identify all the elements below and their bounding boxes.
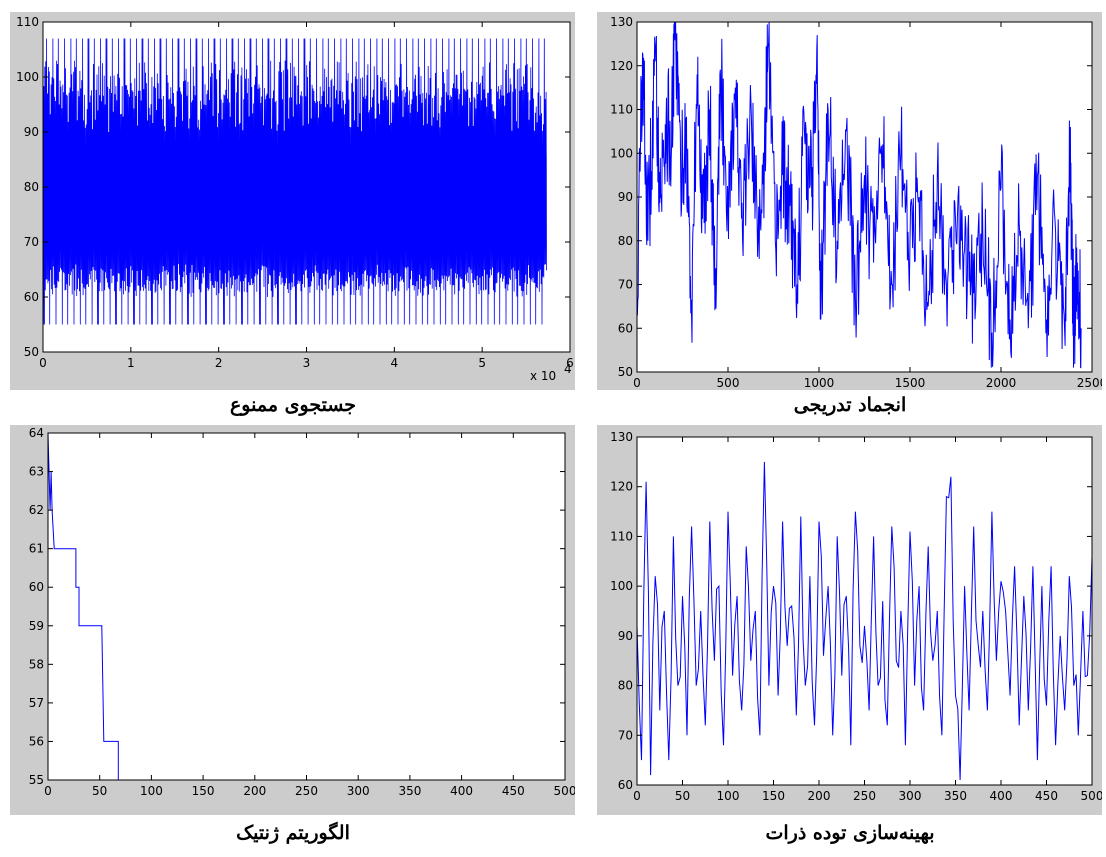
series-line (637, 22, 1082, 369)
y-tick-label: 130 (610, 430, 633, 444)
y-tick-label: 70 (618, 278, 633, 292)
y-tick-label: 57 (29, 696, 44, 710)
x-tick-label: 300 (899, 789, 922, 803)
y-tick-label: 120 (610, 480, 633, 494)
series-group (48, 433, 565, 780)
x-exponent-power: 4 (564, 362, 572, 376)
x-tick-label: 1 (127, 356, 135, 370)
x-tick-label: 450 (1035, 789, 1058, 803)
y-tick-label: 60 (29, 580, 44, 594)
x-tick-label: 1500 (895, 376, 926, 390)
x-tick-label: 150 (192, 784, 215, 798)
y-tick-label: 70 (24, 235, 39, 249)
series-group (637, 461, 1092, 781)
caption-tabu: جستجوی ممنوع (229, 394, 357, 416)
y-tick-label: 80 (618, 234, 633, 248)
y-tick-label: 100 (16, 70, 39, 84)
axes-area (48, 433, 565, 780)
y-tick-label: 60 (618, 321, 633, 335)
x-tick-label: 250 (853, 789, 876, 803)
y-tick-label: 55 (29, 773, 44, 787)
x-tick-label: 5 (478, 356, 486, 370)
x-tick-label: 2000 (986, 376, 1017, 390)
y-tick-label: 62 (29, 503, 44, 517)
y-tick-label: 56 (29, 734, 44, 748)
y-tick-label: 90 (618, 629, 633, 643)
y-tick-label: 90 (618, 190, 633, 204)
y-tick-label: 100 (610, 146, 633, 160)
x-tick-label: 350 (944, 789, 967, 803)
caption-sa: انجماد تدریجی (793, 394, 907, 416)
y-tick-label: 59 (29, 619, 44, 633)
caption-ga: الگوریتم ژنتیک (236, 822, 350, 844)
x-tick-label: 100 (140, 784, 163, 798)
chart-pso: 0 50 100 150 200 250 300 350 400 450 500 60 70 80 90 10… (597, 425, 1102, 815)
series-group (637, 22, 1082, 369)
x-tick-label: 500 (554, 784, 575, 798)
x-tick-label: 0 (633, 789, 641, 803)
y-tick-label: 60 (618, 778, 633, 792)
x-tick-label: 0 (39, 356, 47, 370)
chart-tabu: 0 1 2 3 4 5 6 50 60 70 80 90 100 110 x 10 4 (10, 12, 575, 390)
y-tick-label: 70 (618, 728, 633, 742)
x-tick-label: 150 (762, 789, 785, 803)
x-tick-label: 500 (1081, 789, 1102, 803)
caption-pso: بهینه‌سازی توده ذرات (765, 822, 935, 844)
series-group (43, 38, 547, 325)
y-tick-label: 58 (29, 657, 44, 671)
series-line (637, 461, 1092, 781)
x-tick-label: 500 (717, 376, 740, 390)
x-tick-label: 0 (44, 784, 52, 798)
x-tick-label: 350 (398, 784, 421, 798)
series-line (48, 433, 565, 780)
x-tick-label: 50 (92, 784, 107, 798)
x-tick-label: 200 (243, 784, 266, 798)
y-tick-label: 63 (29, 465, 44, 479)
x-tick-label: 300 (347, 784, 370, 798)
y-tick-label: 110 (610, 529, 633, 543)
x-tick-label: 6 (566, 356, 574, 370)
y-tick-label: 110 (610, 103, 633, 117)
y-tick-label: 120 (610, 59, 633, 73)
chart-pso-svg: 0 50 100 150 200 250 300 350 400 450 500 60 70 80 90 10… (597, 425, 1102, 815)
y-tick-label: 50 (618, 365, 633, 379)
y-tick-label: 130 (610, 15, 633, 29)
x-tick-label: 100 (717, 789, 740, 803)
x-tick-label: 0 (633, 376, 641, 390)
y-tick-label: 61 (29, 542, 44, 556)
x-tick-label: 3 (303, 356, 311, 370)
x-tick-label: 2500 (1077, 376, 1102, 390)
y-tick-label: 50 (24, 345, 39, 359)
x-tick-label: 2 (215, 356, 223, 370)
y-tick-label: 100 (610, 579, 633, 593)
chart-sa: 0 500 1000 1500 2000 2500 50 60 70 80 90 100 110 120 1… (597, 12, 1102, 390)
chart-ga-svg: 0 50 100 150 200 250 300 350 400 450 500 55 56 57 58 59… (10, 425, 575, 815)
x-tick-label: 450 (502, 784, 525, 798)
y-tick-label: 64 (29, 426, 44, 440)
x-exponent-label: x 10 (530, 369, 556, 383)
chart-sa-svg: 0 500 1000 1500 2000 2500 50 60 70 80 90 100 110 120 1… (597, 12, 1102, 390)
y-tick-label: 60 (24, 290, 39, 304)
x-tick-label: 1000 (804, 376, 835, 390)
chart-tabu-svg: 0 1 2 3 4 5 6 50 60 70 80 90 100 110 x 10 4 (10, 12, 575, 390)
x-tick-label: 400 (450, 784, 473, 798)
x-tick-label: 4 (391, 356, 399, 370)
y-tick-label: 90 (24, 125, 39, 139)
x-tick-label: 50 (675, 789, 690, 803)
y-tick-label: 80 (618, 679, 633, 693)
x-tick-label: 400 (990, 789, 1013, 803)
x-tick-label: 200 (808, 789, 831, 803)
chart-ga: 0 50 100 150 200 250 300 350 400 450 500 55 56 57 58 59… (10, 425, 575, 815)
series-line (43, 38, 547, 325)
x-tick-label: 250 (295, 784, 318, 798)
y-tick-label: 110 (16, 15, 39, 29)
y-tick-label: 80 (24, 180, 39, 194)
